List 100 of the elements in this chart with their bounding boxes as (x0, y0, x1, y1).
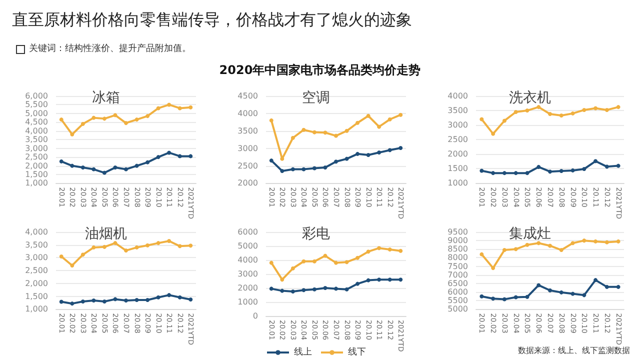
point (178, 244, 182, 248)
text: 关键词：结构性涨价、提升产品附加值。 (29, 42, 191, 55)
point (113, 297, 118, 302)
point (59, 254, 64, 258)
point (70, 263, 74, 268)
point (366, 278, 370, 282)
point (377, 246, 382, 250)
point (480, 294, 484, 298)
y-tick-label: 3,500 (25, 240, 48, 250)
point (388, 278, 392, 282)
point (548, 244, 552, 248)
point (312, 287, 316, 292)
text: 直至原材料价格向零售端传导，价格战才有了熄火的迹象 (12, 10, 412, 31)
point (188, 105, 193, 110)
point (102, 244, 106, 249)
point (480, 252, 484, 256)
point (491, 266, 496, 270)
y-tick-label: 1,500 (25, 170, 48, 180)
point (290, 167, 295, 172)
point (80, 122, 85, 126)
point (388, 117, 392, 122)
point (398, 278, 403, 282)
point (594, 159, 598, 164)
y-tick-label: 1500 (448, 164, 468, 174)
point (280, 278, 284, 282)
point (514, 110, 518, 114)
y-tick-label: 1000 (238, 298, 258, 306)
point (480, 168, 484, 173)
point (70, 302, 74, 306)
point (92, 116, 96, 120)
point (388, 248, 392, 252)
y-tick-label: 0 (252, 312, 258, 320)
point (146, 243, 150, 248)
point (559, 113, 564, 118)
point (604, 284, 609, 289)
point (124, 298, 128, 302)
point (178, 295, 182, 300)
y-tick-label: 5,500 (25, 100, 48, 110)
y-tick-label: 2,000 (25, 161, 48, 170)
y-tick-label: 3000 (238, 270, 258, 278)
point (102, 116, 106, 121)
point (525, 242, 530, 247)
point (302, 259, 306, 264)
point (344, 260, 349, 264)
point (491, 296, 496, 301)
point (536, 283, 541, 288)
y-tick-label: 2500 (238, 161, 258, 170)
chart-title: 集成灶 (509, 226, 551, 242)
point (334, 286, 338, 291)
point (491, 171, 496, 176)
y-tick-label: 2000 (238, 284, 258, 292)
point (188, 297, 193, 302)
point (548, 288, 552, 292)
point (134, 298, 139, 302)
point (269, 286, 274, 291)
point (269, 118, 274, 122)
point (582, 108, 586, 112)
point (548, 112, 552, 116)
point (559, 248, 564, 252)
point (398, 146, 403, 150)
y-tick-label: 1,000 (25, 304, 48, 314)
point (604, 164, 609, 169)
point (536, 105, 541, 110)
legend-label: 线下 (348, 346, 366, 358)
y-tick-label: 5500 (448, 296, 468, 306)
point (491, 132, 496, 136)
point (323, 130, 328, 135)
point (167, 102, 172, 107)
point (323, 286, 328, 290)
point (146, 298, 150, 302)
point (80, 252, 85, 257)
point (388, 148, 392, 152)
point (167, 239, 172, 244)
point (59, 159, 64, 164)
point (604, 240, 609, 244)
point (312, 259, 316, 264)
y-tick-label: 6,000 (25, 92, 48, 100)
point (334, 160, 338, 164)
point (398, 248, 403, 253)
point (146, 160, 150, 164)
point (366, 152, 370, 157)
point (514, 295, 518, 300)
point (616, 105, 620, 110)
point (102, 170, 106, 175)
point (616, 164, 620, 168)
point (570, 111, 575, 116)
point (616, 284, 620, 289)
point (525, 294, 530, 299)
y-tick-label: 4,500 (25, 118, 48, 127)
point (502, 118, 506, 123)
y-tick-label: 8000 (448, 253, 468, 262)
point (323, 254, 328, 258)
point (188, 244, 193, 248)
y-tick-label: 2,500 (25, 266, 48, 276)
y-tick-label: 9500 (448, 228, 468, 236)
point (290, 266, 295, 270)
point (548, 170, 552, 174)
y-tick-label: 7000 (448, 270, 468, 280)
chart-title: 洗衣机 (509, 90, 551, 106)
y-tick-label: 3500 (448, 106, 468, 116)
